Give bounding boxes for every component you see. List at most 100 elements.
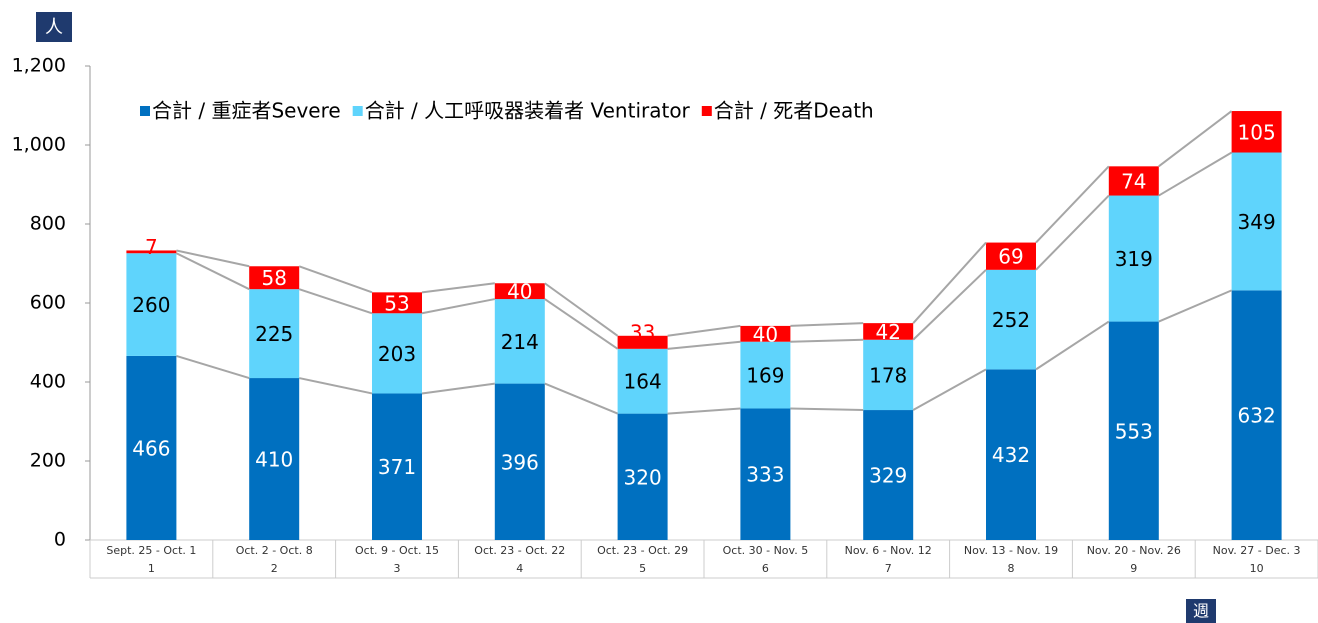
data-label: 42	[875, 320, 900, 344]
data-label: 74	[1121, 169, 1146, 193]
bar-segment	[372, 292, 422, 314]
data-label: 40	[753, 322, 778, 346]
x-tick-label: Oct. 23 - Oct. 29	[597, 544, 688, 557]
x-label-box	[1186, 599, 1216, 623]
series-connector	[544, 282, 619, 337]
series-connector	[1035, 165, 1110, 244]
series-connector	[790, 322, 864, 327]
data-label: 164	[624, 370, 662, 394]
bar-segment	[494, 283, 545, 300]
bar-segment	[1108, 321, 1159, 540]
series-connector	[1035, 194, 1110, 271]
data-label: 252	[992, 308, 1030, 332]
data-label: 432	[992, 443, 1030, 467]
series-connector	[790, 338, 864, 343]
series-connector	[1158, 151, 1233, 197]
series-connector	[176, 354, 250, 380]
y-tick-label: 800	[30, 213, 66, 235]
bar-segment	[1108, 195, 1159, 322]
bar-segment	[863, 410, 914, 540]
legend-label: 合計 / 重症者Severe	[152, 99, 341, 123]
series-connector	[298, 288, 373, 315]
series-connector	[912, 269, 987, 341]
series-connector	[667, 324, 741, 337]
bar-segment	[740, 325, 791, 342]
series-connector	[544, 298, 619, 350]
data-label: 203	[378, 342, 416, 366]
bar-segment	[249, 266, 300, 290]
legend-label: 合計 / 人工呼吸器装着者 Ventirator	[365, 99, 691, 123]
data-label: 320	[624, 465, 662, 489]
bar-segment	[372, 393, 422, 540]
x-tick-sublabel: 5	[639, 562, 646, 575]
data-label: 178	[869, 363, 907, 387]
bar-segment	[986, 369, 1036, 540]
x-tick-sublabel: 10	[1250, 562, 1264, 575]
x-tick-label: Nov. 20 - Nov. 26	[1087, 544, 1181, 557]
x-tick-sublabel: 4	[516, 562, 523, 575]
data-label: 396	[501, 450, 539, 474]
x-tick-label: Oct. 2 - Oct. 8	[236, 544, 313, 557]
data-label: 105	[1238, 120, 1276, 144]
bar-segment	[1108, 166, 1159, 196]
data-label: 632	[1238, 404, 1276, 428]
legend-label: 合計 / 死者Death	[714, 99, 874, 123]
bar-segment	[617, 335, 668, 349]
x-tick-sublabel: 2	[271, 562, 278, 575]
series-connector	[176, 249, 250, 268]
data-label: 371	[378, 455, 416, 479]
bar-segment	[126, 355, 177, 540]
x-tick-label: Nov. 13 - Nov. 19	[964, 544, 1058, 557]
series-connector	[421, 382, 495, 395]
bar-segment	[740, 408, 791, 540]
bar-segment	[494, 383, 545, 540]
data-label: 319	[1115, 247, 1153, 271]
series-connector	[421, 298, 495, 315]
series-connector	[1158, 289, 1232, 323]
data-label: 58	[261, 266, 286, 290]
series-connector	[667, 407, 741, 415]
x-tick-label: Sept. 25 - Oct. 1	[106, 544, 196, 557]
bar-segment	[1231, 111, 1282, 153]
y-tick-label: 1,200	[12, 55, 66, 77]
y-axis-label: 人	[45, 17, 63, 38]
data-label: 553	[1115, 419, 1153, 443]
y-label-box	[36, 12, 72, 42]
data-label: 329	[869, 464, 907, 488]
data-label: 214	[501, 330, 539, 354]
bar-segment	[617, 348, 668, 414]
x-tick-label: Nov. 6 - Nov. 12	[845, 544, 932, 557]
bar-segment	[372, 313, 422, 394]
x-tick-sublabel: 1	[148, 562, 155, 575]
data-label: 169	[746, 364, 784, 388]
x-tick-sublabel: 7	[885, 562, 892, 575]
series-connector	[1035, 320, 1110, 371]
series-connector	[544, 382, 618, 415]
legend-swatch	[701, 106, 712, 116]
bar-segment	[863, 323, 914, 340]
data-label: 33	[630, 320, 655, 344]
bar-segment	[126, 250, 177, 254]
bar-segment	[1231, 290, 1282, 540]
bar-segment	[1231, 152, 1282, 291]
data-label: 53	[384, 291, 409, 315]
x-tick-label: Oct. 23 - Oct. 22	[474, 544, 565, 557]
data-label: 349	[1238, 210, 1276, 234]
x-tick-sublabel: 3	[394, 562, 401, 575]
bar-segment	[494, 299, 545, 384]
bar-segment	[617, 413, 668, 540]
data-label: 7	[145, 235, 158, 259]
legend-swatch	[352, 106, 363, 116]
data-label: 260	[132, 293, 170, 317]
data-label: 69	[998, 245, 1023, 269]
series-connector	[298, 377, 373, 395]
data-label: 333	[746, 463, 784, 487]
bar-segment	[986, 242, 1036, 270]
x-tick-label: Oct. 30 - Nov. 5	[723, 544, 809, 557]
series-connector	[421, 282, 495, 294]
x-tick-sublabel: 9	[1130, 562, 1137, 575]
series-connector	[790, 407, 864, 412]
data-label: 225	[255, 322, 293, 346]
series-connector	[912, 368, 987, 411]
